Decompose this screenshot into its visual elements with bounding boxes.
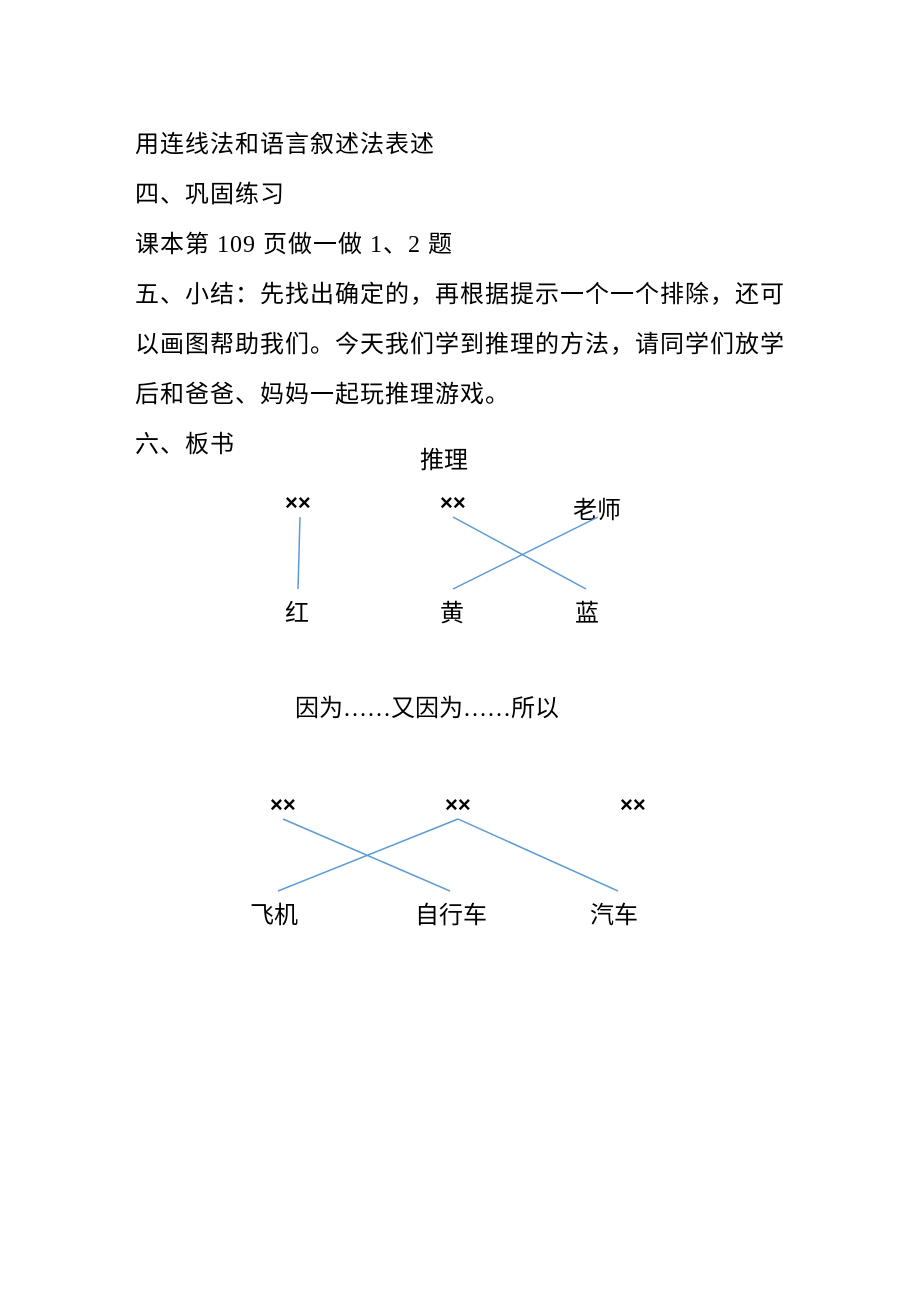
diagram1-top-0: ××: [285, 490, 311, 516]
text-line-1: 用连线法和语言叙述法表述: [135, 120, 795, 170]
text-line-4: 五、小结：先找出确定的，再根据提示一个一个排除，还可: [135, 270, 795, 320]
text-line-2: 四、巩固练习: [135, 170, 795, 220]
diagram1-top-2: 老师: [573, 490, 621, 525]
diagram1-top-1: ××: [440, 490, 466, 516]
document-body: 用连线法和语言叙述法表述 四、巩固练习 课本第 109 页做一做 1、2 题 五…: [135, 120, 795, 470]
diagram2-bottom-2: 汽车: [590, 895, 638, 930]
diagram1-bottom-1: 黄: [440, 593, 464, 628]
diagram2-top-0: ××: [270, 792, 296, 818]
diagram2-top-1: ××: [445, 792, 471, 818]
text-line-5: 以画图帮助我们。今天我们学到推理的方法，请同学们放学: [135, 320, 795, 370]
text-line-6: 后和爸爸、妈妈一起玩推理游戏。: [135, 370, 795, 420]
middle-text: 因为……又因为……所以: [295, 688, 559, 723]
diagram1-bottom-0: 红: [285, 593, 309, 628]
diagram1-bottom-2: 蓝: [575, 593, 599, 628]
diagram2-bottom-0: 飞机: [250, 895, 298, 930]
diagram1-title: 推理: [420, 440, 468, 475]
diagram2-top-2: ××: [620, 792, 646, 818]
text-line-3: 课本第 109 页做一做 1、2 题: [135, 220, 795, 270]
diagram2-bottom-1: 自行车: [415, 895, 487, 930]
